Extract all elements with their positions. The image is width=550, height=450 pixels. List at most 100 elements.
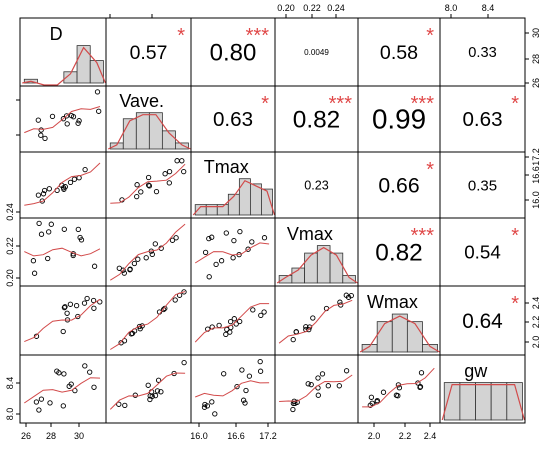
scatter-point	[78, 237, 85, 243]
scatter-point	[46, 186, 52, 192]
scatter-point	[209, 399, 215, 405]
scatter-point	[84, 295, 90, 302]
scatter-point	[138, 189, 144, 195]
hist-bar	[135, 112, 150, 150]
scatter-point	[33, 333, 40, 339]
top-tick-label: 8.4	[482, 3, 495, 13]
scatter-point	[261, 309, 267, 315]
variable-label: Tmax	[204, 157, 249, 177]
bottom-tick-label: 2.0	[368, 431, 381, 441]
matrix-cell-r4-c0	[24, 295, 103, 343]
hist-bar	[316, 245, 331, 284]
matrix-cell-r3-c0	[24, 220, 101, 276]
scatter-point	[257, 358, 263, 365]
scatter-point	[305, 381, 311, 387]
matrix-cell-r5-c2	[195, 358, 270, 417]
scatter-point	[75, 226, 81, 233]
scatter-point	[91, 384, 97, 390]
matrix-cell-r2-c1	[110, 158, 187, 204]
scatter-point	[310, 315, 316, 321]
scatter-point	[96, 108, 102, 114]
bottom-tick-label: 2.2	[399, 431, 412, 441]
scatter-point	[212, 411, 218, 417]
correlation-value: 0.63	[213, 108, 253, 131]
hist-bar	[122, 118, 137, 150]
scatter-point	[257, 368, 264, 374]
smooth-line	[279, 374, 353, 402]
hist-bar	[278, 275, 293, 284]
scatter-point	[325, 383, 331, 389]
scatter-point	[33, 399, 40, 405]
correlation-value: 0.54	[464, 242, 501, 263]
density-curve	[22, 46, 106, 86]
scatter-point	[134, 182, 140, 188]
top-tick-label: 0.22	[303, 3, 321, 13]
hist-bar	[249, 183, 262, 216]
matrix-cell-r4-c5: 0.64 *	[462, 293, 519, 333]
scatter-point	[54, 187, 60, 194]
scatter-point	[71, 176, 78, 182]
smooth-line	[278, 299, 353, 344]
scatter-point	[145, 182, 152, 188]
matrix-cell-r3-c4: 0.82***	[375, 225, 434, 267]
matrix-cell-r2-c3: 0.23	[304, 178, 329, 192]
bottom-tick-label: 26	[21, 431, 31, 441]
scatter-point	[67, 179, 74, 186]
left-tick-label: 0.20	[5, 269, 15, 287]
hist-bar	[175, 142, 189, 150]
hist-bar	[89, 60, 104, 84]
correlation-value: 0.35	[468, 177, 497, 194]
scatter-point	[368, 394, 375, 400]
smooth-line	[24, 106, 101, 134]
correlation-value: 0.23	[304, 178, 329, 192]
hist-bar	[443, 382, 461, 421]
scatter-point	[30, 258, 37, 264]
hist-bar	[376, 321, 393, 353]
scatter-point	[223, 230, 229, 236]
bottom-tick-label: 28	[46, 431, 56, 441]
scatter-point	[60, 328, 66, 335]
right-tick-label: 16.6	[531, 166, 541, 184]
scatter-point	[169, 237, 176, 243]
scatter-point	[46, 229, 52, 235]
scatter-point	[306, 326, 312, 333]
matrix-cell-r0-c5: 0.33	[468, 45, 496, 61]
scatter-point	[47, 400, 53, 406]
scatter-point	[245, 246, 251, 252]
scatter-point	[90, 297, 97, 304]
bottom-tick-label: 2.4	[424, 431, 437, 441]
scatter-point	[149, 251, 155, 258]
scatter-point	[61, 304, 68, 311]
scatter-point	[237, 318, 243, 325]
right-tick-label: 2.0	[531, 336, 541, 349]
matrix-cell-r2-c5: 0.35	[468, 177, 497, 194]
smooth-line	[110, 223, 186, 281]
significance-stars: ***	[411, 225, 435, 247]
variable-label: Vmax	[287, 224, 333, 244]
scatter-point	[227, 318, 234, 325]
scatter-point	[380, 389, 387, 395]
scatter-point	[290, 336, 296, 343]
matrix-cell-r0-c2: 0.80***	[210, 25, 270, 66]
smooth-line	[24, 162, 101, 206]
significance-stars: *	[177, 25, 185, 47]
right-tick-label: 2.4	[531, 297, 541, 310]
matrix-cell-r1-c1: Vave.	[107, 91, 191, 150]
scatter-point	[145, 174, 152, 181]
scatter-point	[40, 191, 47, 197]
scatter-point	[181, 359, 187, 366]
hist-bar	[148, 112, 163, 150]
correlation-value: 0.63	[462, 108, 502, 131]
top-tick-label: 0.20	[277, 3, 295, 13]
matrix-cell-r3-c1	[110, 223, 186, 281]
scatter-point	[319, 371, 326, 377]
scatter-point	[418, 370, 425, 376]
smooth-line	[194, 303, 270, 343]
scatter-point	[116, 265, 122, 271]
matrix-cell-r3-c5: 0.54 *	[464, 225, 519, 263]
smooth-line	[24, 377, 101, 404]
scatter-point	[393, 392, 400, 398]
scatter-point	[60, 116, 67, 122]
scatter-point	[134, 193, 140, 200]
density-curve	[192, 179, 276, 216]
